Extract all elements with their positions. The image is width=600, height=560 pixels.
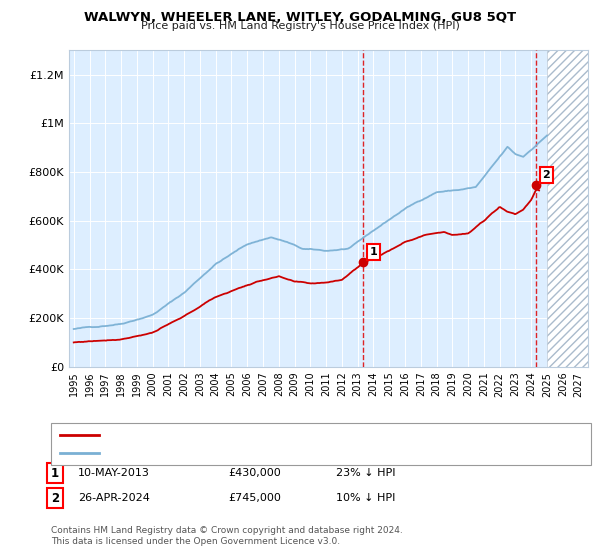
Text: WALWYN, WHEELER LANE, WITLEY, GODALMING, GU8 5QT: WALWYN, WHEELER LANE, WITLEY, GODALMING,… xyxy=(84,11,516,24)
Text: 1: 1 xyxy=(370,247,377,257)
Text: 23% ↓ HPI: 23% ↓ HPI xyxy=(336,468,395,478)
Text: 10% ↓ HPI: 10% ↓ HPI xyxy=(336,493,395,503)
Text: 2: 2 xyxy=(542,170,550,180)
Text: 2: 2 xyxy=(51,492,59,505)
Bar xyxy=(547,50,588,367)
Text: 26-APR-2024: 26-APR-2024 xyxy=(78,493,150,503)
Text: £745,000: £745,000 xyxy=(228,493,281,503)
Text: 1: 1 xyxy=(51,466,59,480)
Text: Price paid vs. HM Land Registry's House Price Index (HPI): Price paid vs. HM Land Registry's House … xyxy=(140,21,460,31)
Text: Contains HM Land Registry data © Crown copyright and database right 2024.
This d: Contains HM Land Registry data © Crown c… xyxy=(51,526,403,546)
Text: HPI: Average price, detached house, Waverley: HPI: Average price, detached house, Wave… xyxy=(105,448,331,458)
Text: 10-MAY-2013: 10-MAY-2013 xyxy=(78,468,150,478)
Text: WALWYN, WHEELER LANE, WITLEY, GODALMING, GU8 5QT (detached house): WALWYN, WHEELER LANE, WITLEY, GODALMING,… xyxy=(105,430,479,440)
Text: £430,000: £430,000 xyxy=(228,468,281,478)
